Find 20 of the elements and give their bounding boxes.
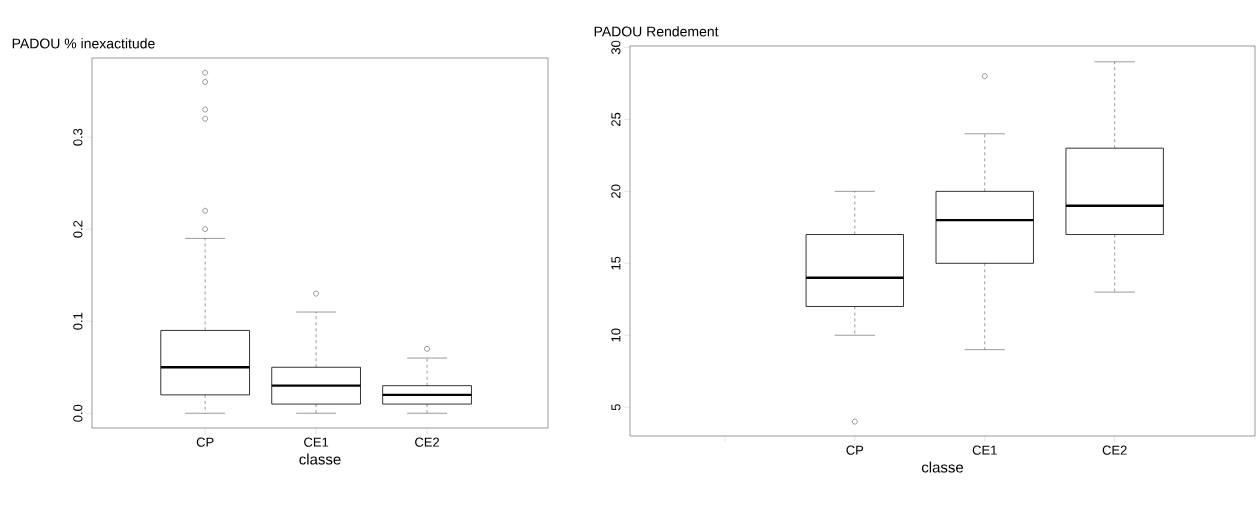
y-tick-label: 25 [611, 112, 621, 126]
x-tick-label: CE2 [415, 437, 440, 447]
y-tick-label: 0.3 [73, 128, 83, 146]
y-tick-label: 20 [611, 184, 621, 198]
x-axis-title: classe [299, 453, 341, 465]
x-axis-title: classe [921, 461, 964, 473]
x-tick-label: CE1 [304, 437, 329, 447]
chart-title: PADOU Rendement [594, 26, 719, 37]
x-tick-label: CP [196, 437, 214, 447]
x-tick-label: CE2 [1102, 445, 1127, 455]
chart-title: PADOU % inexactitude [12, 38, 155, 49]
y-tick-label: 5 [611, 404, 621, 411]
x-tick-label: CP [846, 445, 864, 455]
y-tick-label: 30 [611, 40, 621, 55]
y-tick-label: 0.2 [73, 220, 83, 238]
y-tick-label: 15 [611, 256, 621, 270]
y-tick-label: 0.1 [73, 312, 83, 330]
y-tick-label: 0.0 [73, 404, 83, 422]
x-tick-label: CE1 [972, 445, 997, 455]
y-tick-label: 10 [611, 328, 621, 342]
